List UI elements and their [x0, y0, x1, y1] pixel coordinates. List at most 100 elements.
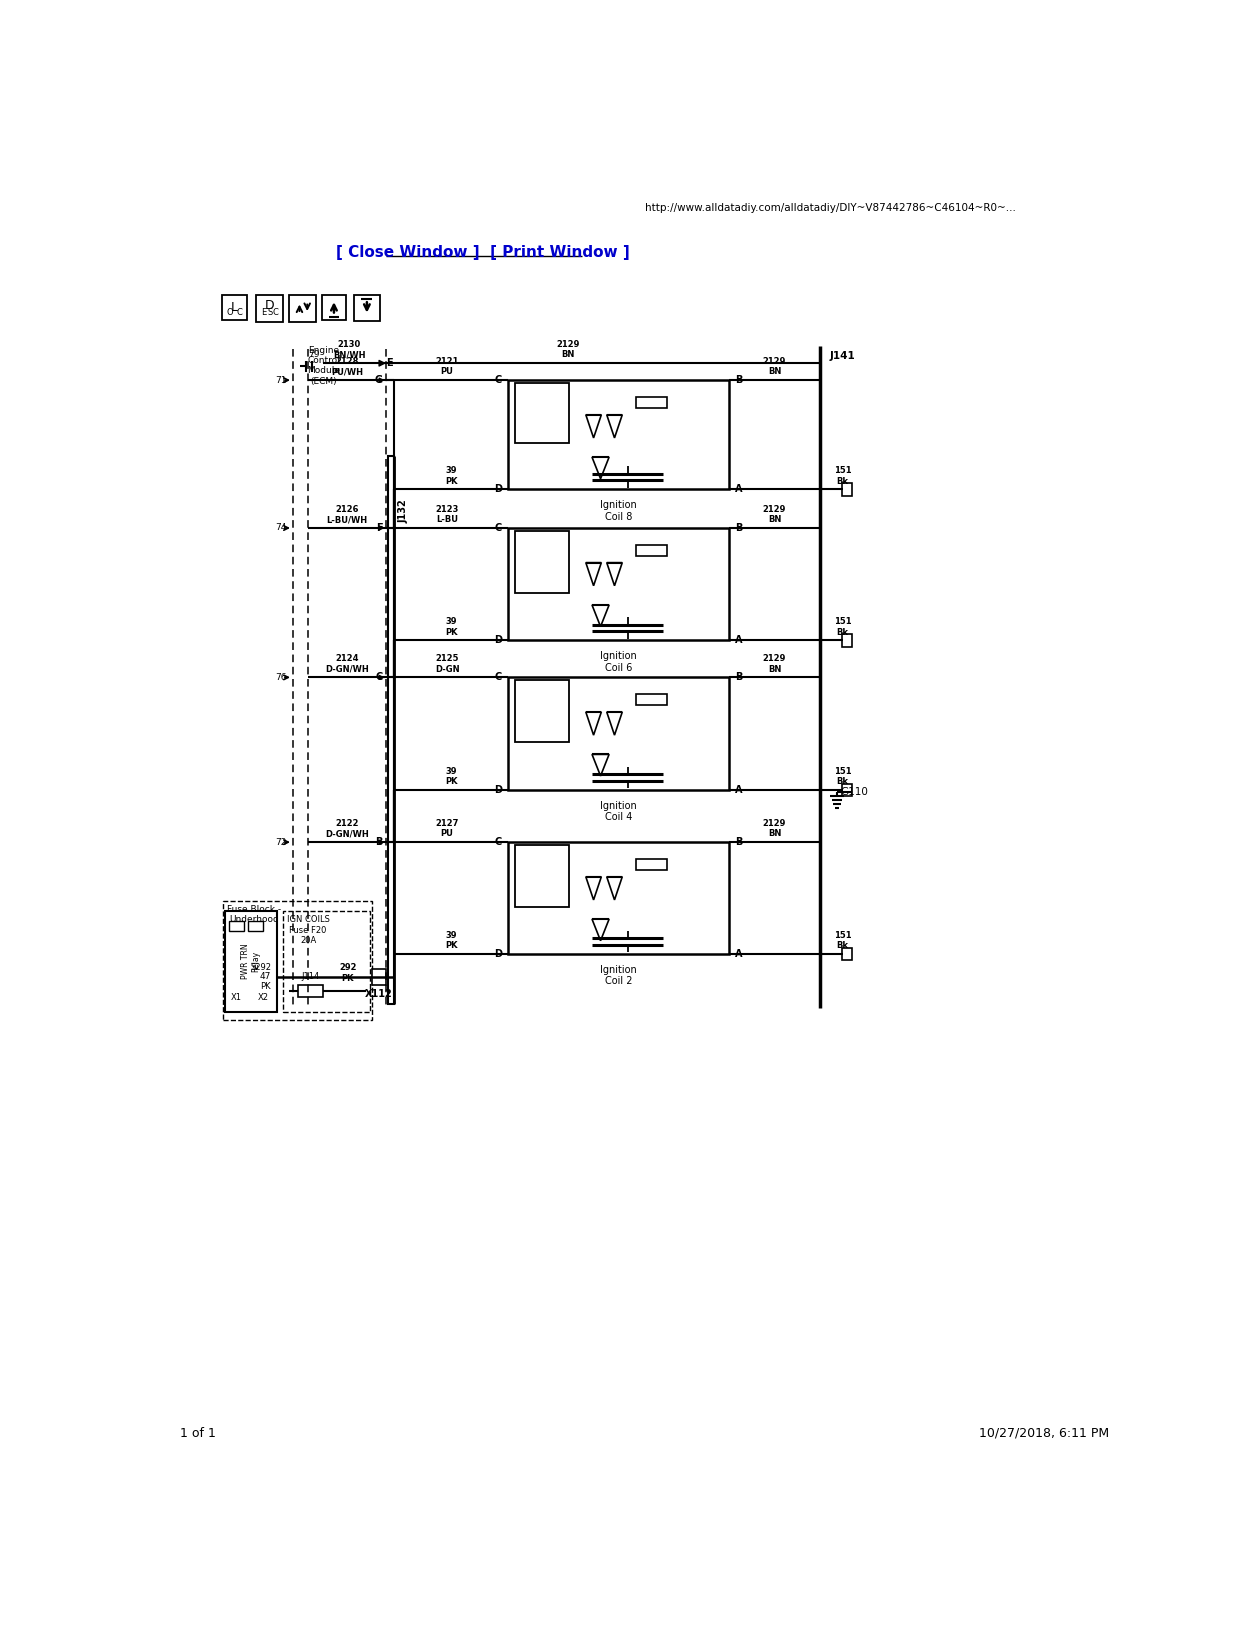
Polygon shape	[593, 606, 609, 627]
Text: C: C	[272, 308, 278, 317]
Text: F: F	[376, 523, 382, 532]
Text: X2: X2	[258, 993, 269, 1003]
Bar	[248, 921, 263, 931]
Text: G: G	[375, 374, 382, 386]
Text: 2128
PU/WH: 2128 PU/WH	[331, 357, 364, 376]
Bar	[515, 845, 569, 907]
Text: Ignition
Coil 6: Ignition Coil 6	[600, 651, 637, 672]
Text: 2122
D-GN/WH: 2122 D-GN/WH	[326, 819, 369, 838]
Text: 2129
BN: 2129 BN	[762, 357, 786, 376]
Text: 2124
D-GN/WH: 2124 D-GN/WH	[326, 654, 369, 674]
Bar	[515, 681, 569, 742]
Bar	[289, 295, 316, 322]
Text: 292
PK: 292 PK	[338, 964, 356, 983]
Text: 2123
L-BU: 2123 L-BU	[435, 505, 459, 524]
Text: X112: X112	[365, 990, 392, 1000]
Text: 71: 71	[276, 376, 287, 384]
Text: 2129
BN: 2129 BN	[762, 505, 786, 524]
Polygon shape	[586, 877, 601, 900]
Text: C: C	[494, 672, 502, 682]
Polygon shape	[593, 754, 609, 777]
Bar	[283, 912, 370, 1011]
Bar	[637, 545, 667, 555]
Text: J132: J132	[399, 500, 409, 523]
Text: http://www.alldatadiy.com/alldatadiy/DIY~V87442786~C46104~R0~...: http://www.alldatadiy.com/alldatadiy/DIY…	[645, 204, 1016, 213]
Text: A: A	[736, 485, 743, 495]
Text: C: C	[237, 308, 243, 317]
Bar	[223, 900, 372, 1021]
Bar	[637, 860, 667, 869]
Text: L: L	[231, 301, 238, 314]
Bar	[508, 527, 730, 640]
Text: S292: S292	[250, 964, 272, 972]
Polygon shape	[586, 415, 601, 438]
Text: 2129
BN: 2129 BN	[762, 654, 786, 674]
Bar	[508, 677, 730, 790]
Polygon shape	[606, 711, 623, 736]
Text: 1 of 1: 1 of 1	[180, 1426, 216, 1439]
Bar	[372, 969, 386, 985]
Text: 39
PK: 39 PK	[445, 617, 458, 637]
Text: D: D	[494, 785, 502, 794]
Text: Ignition
Coil 4: Ignition Coil 4	[600, 801, 637, 822]
Text: PWR TRN
Relay: PWR TRN Relay	[242, 944, 260, 980]
Polygon shape	[606, 877, 623, 900]
Text: B: B	[736, 672, 742, 682]
Text: C: C	[494, 374, 502, 386]
Text: B: B	[736, 523, 742, 532]
Text: 39
PK: 39 PK	[445, 931, 458, 951]
Bar	[255, 295, 283, 322]
Text: C: C	[376, 672, 382, 682]
Text: D: D	[494, 485, 502, 495]
Text: D: D	[265, 300, 274, 313]
Text: B: B	[736, 837, 742, 847]
Text: Ignition
Coil 8: Ignition Coil 8	[600, 500, 637, 523]
Text: 151
Bk: 151 Bk	[834, 931, 852, 951]
Text: D: D	[494, 949, 502, 959]
Text: S: S	[267, 308, 272, 317]
Text: E: E	[260, 308, 265, 317]
Polygon shape	[586, 563, 601, 586]
Text: B: B	[375, 837, 382, 847]
Bar	[322, 295, 346, 321]
Bar	[842, 484, 853, 495]
Text: [ Close Window ]  [ Print Window ]: [ Close Window ] [ Print Window ]	[336, 246, 629, 260]
Bar	[353, 295, 380, 321]
Text: 2125
D-GN: 2125 D-GN	[435, 654, 459, 674]
Text: 74: 74	[276, 524, 287, 532]
Text: J141: J141	[829, 352, 855, 361]
Bar	[515, 383, 569, 443]
Text: 39
PK: 39 PK	[445, 466, 458, 485]
Text: Fuse Block -
Underhood: Fuse Block - Underhood	[226, 905, 281, 925]
Text: G110: G110	[840, 786, 869, 798]
Text: 2127
PU: 2127 PU	[435, 819, 459, 838]
Text: E: E	[386, 358, 392, 368]
Bar	[508, 381, 730, 490]
Bar	[842, 783, 853, 796]
Polygon shape	[606, 415, 623, 438]
Polygon shape	[606, 563, 623, 586]
Text: D: D	[494, 635, 502, 645]
Polygon shape	[593, 920, 609, 941]
Bar	[515, 531, 569, 593]
Bar	[229, 921, 244, 931]
Text: 76: 76	[276, 672, 287, 682]
Bar	[225, 912, 277, 1011]
Text: PK: PK	[260, 982, 272, 991]
Text: X1: X1	[230, 993, 242, 1003]
Text: C: C	[494, 523, 502, 532]
Bar	[842, 947, 853, 961]
Polygon shape	[593, 457, 609, 479]
Bar	[842, 635, 853, 646]
Text: A: A	[736, 635, 743, 645]
Text: IGN COILS
Fuse F20
20A: IGN COILS Fuse F20 20A	[287, 915, 330, 946]
Text: 151
Bk: 151 Bk	[834, 767, 852, 786]
Bar	[637, 694, 667, 705]
Text: 151
Bk: 151 Bk	[834, 617, 852, 637]
Text: 79: 79	[308, 350, 320, 360]
Text: B: B	[736, 374, 742, 386]
Text: 2129
BN: 2129 BN	[762, 819, 786, 838]
Text: Engine
Control
Module
(ECM): Engine Control Module (ECM)	[307, 345, 341, 386]
Text: O: O	[226, 308, 233, 317]
Text: Ignition
Coil 2: Ignition Coil 2	[600, 964, 637, 987]
